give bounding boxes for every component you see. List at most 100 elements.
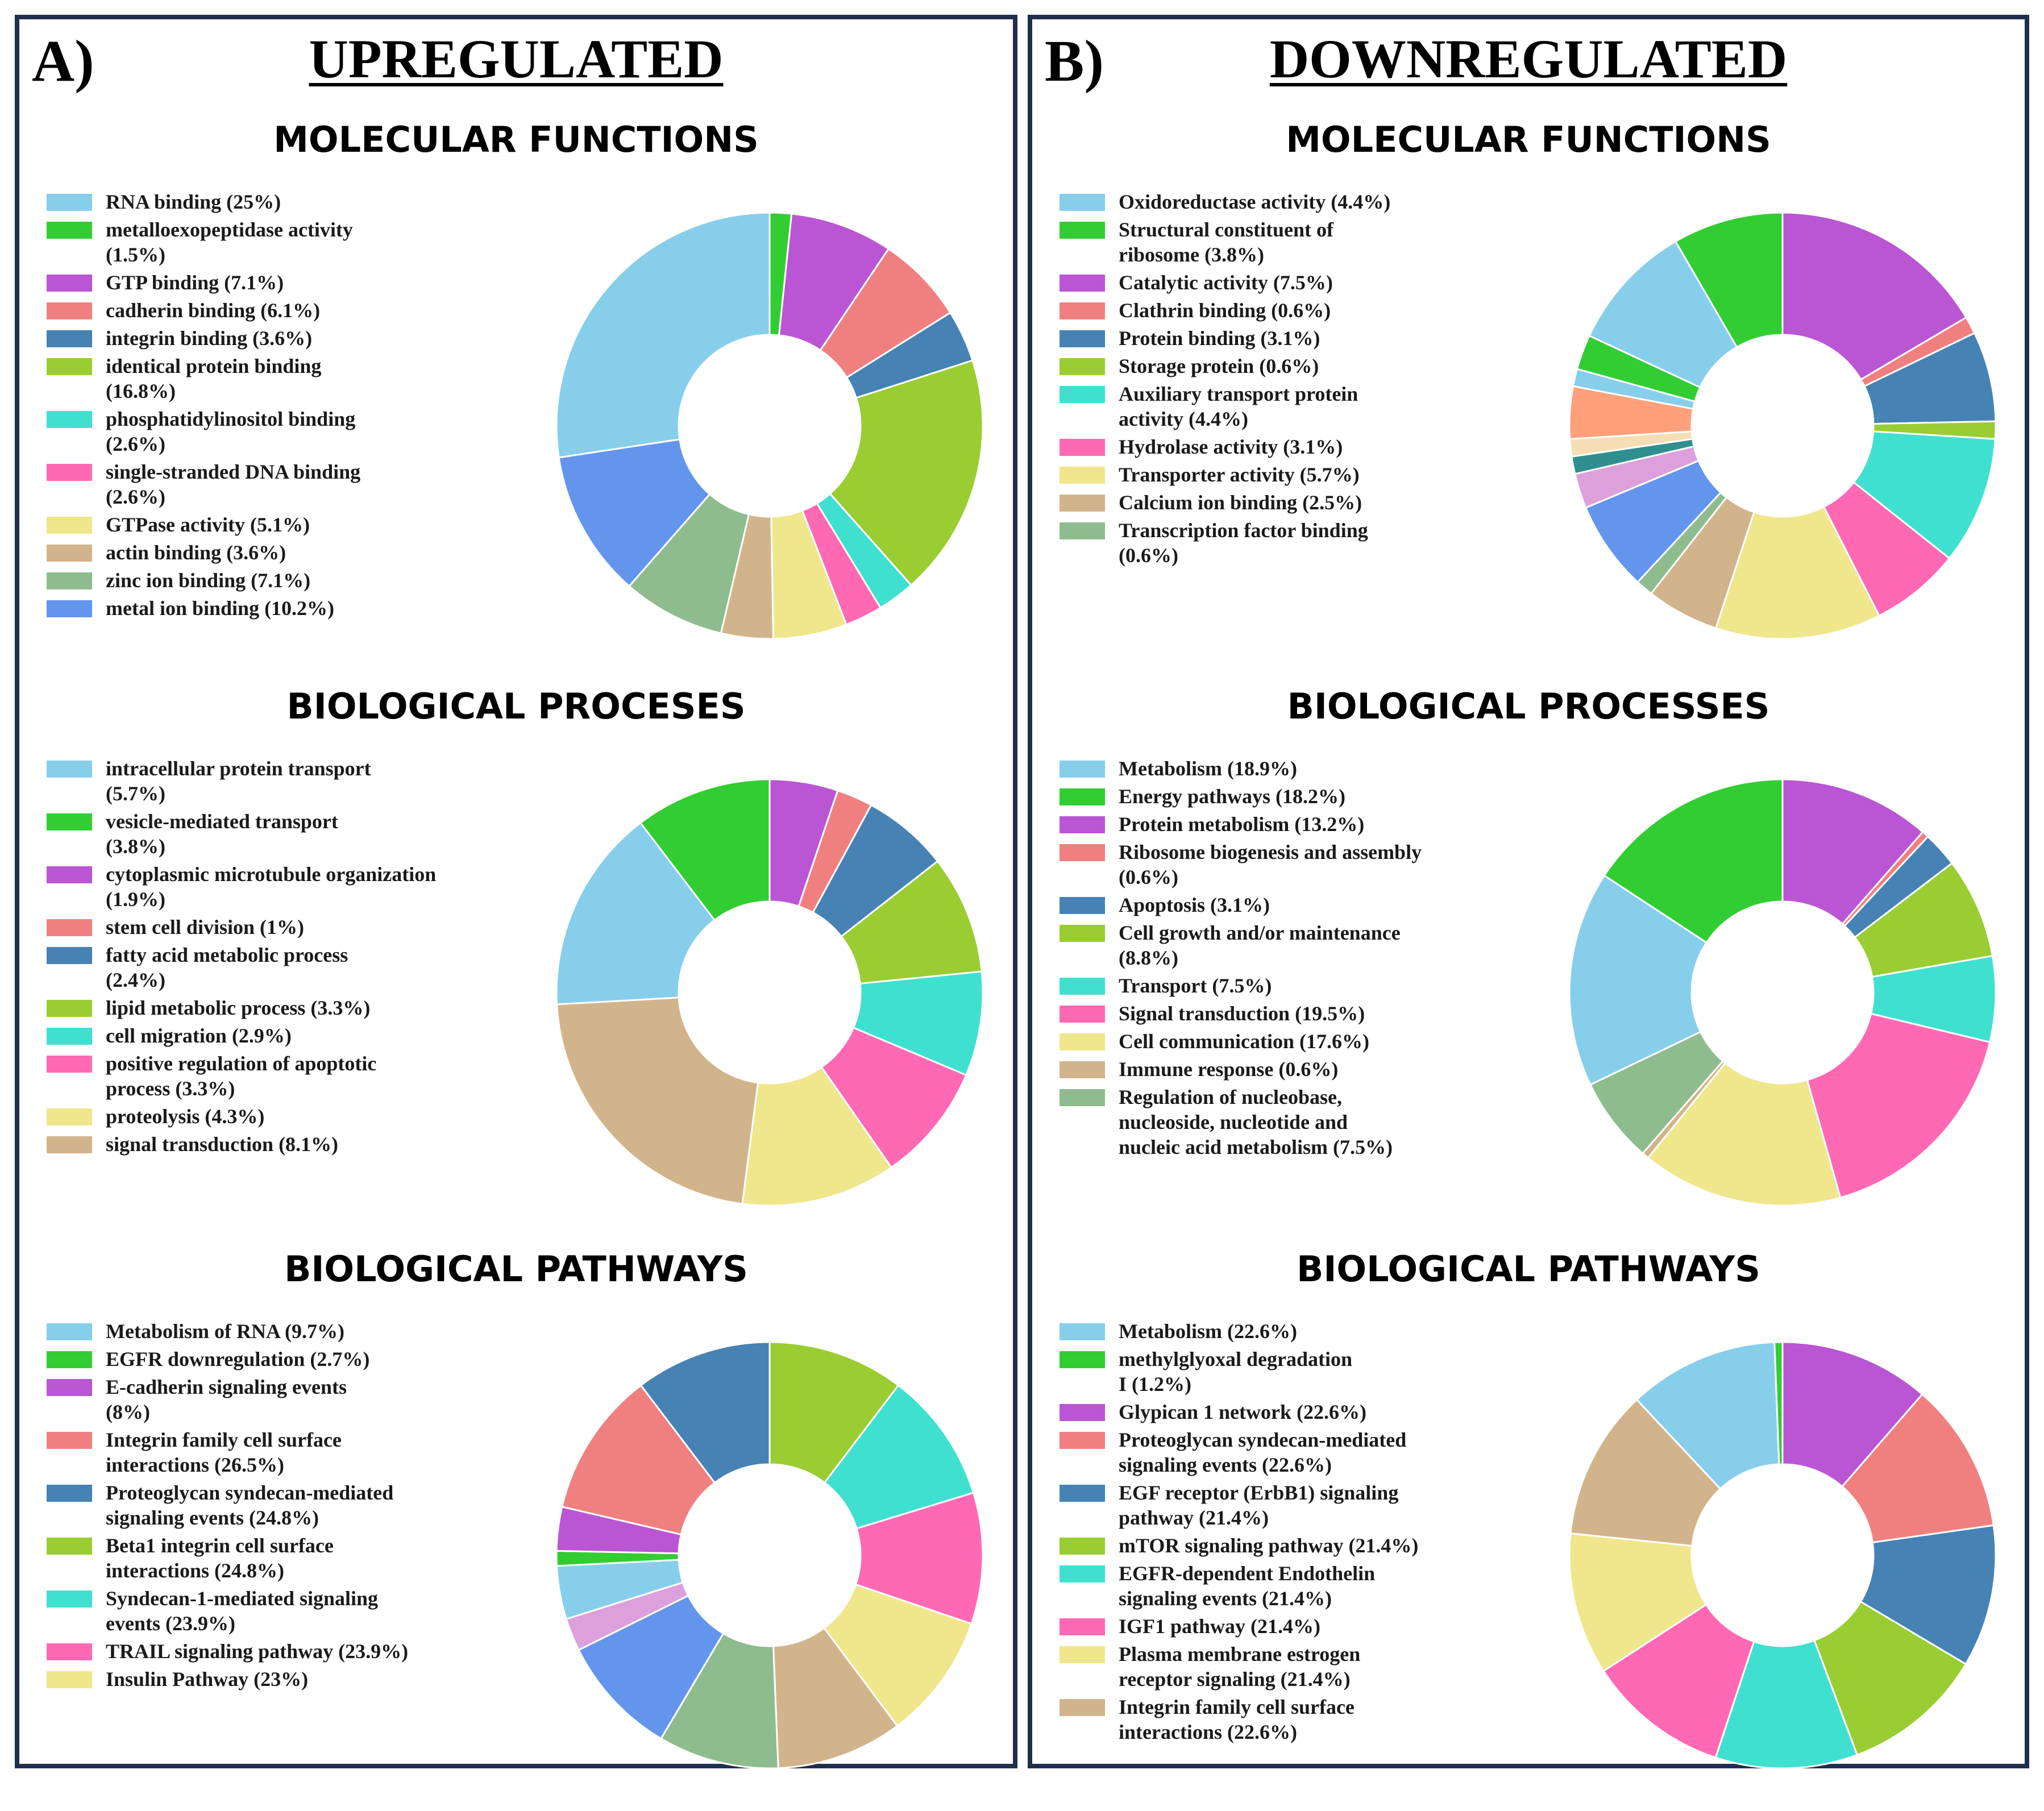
legend-item: Storage protein (0.6%)	[1060, 354, 1571, 379]
legend-label: intracellular protein transport (5.7%)	[106, 757, 371, 805]
legend-item: positive regulation of apoptotic process…	[47, 1051, 558, 1101]
donut-chart	[555, 211, 984, 640]
legend-label: Proteoglycan syndecan-mediated signaling…	[1119, 1428, 1407, 1476]
legend-item: Beta1 integrin cell surface interactions…	[47, 1533, 558, 1583]
legend-item: identical protein binding (16.8%)	[47, 354, 558, 404]
section-biological-pathways: BIOLOGICAL PATHWAYS Metabolism (22.6%) met…	[1032, 1248, 2025, 1811]
legend-label: Regulation of nucleobase, nucleoside, nu…	[1119, 1086, 1393, 1158]
legend-swatch	[1060, 495, 1105, 512]
legend-item: vesicle-mediated transport (3.8%)	[47, 809, 558, 859]
legend-swatch	[47, 1643, 92, 1660]
slice-integrin-family-cell-surface-interactions	[1569, 1398, 1722, 1547]
legend-swatch	[1060, 1323, 1105, 1340]
legend-label: positive regulation of apoptotic process…	[106, 1052, 377, 1100]
legend-label: Hydrolase activity (3.1%)	[1119, 435, 1343, 458]
legend-item: Calcium ion binding (2.5%)	[1060, 490, 1571, 515]
legend-label: metalloexopeptidase activity (1.5%)	[106, 218, 353, 266]
slice-catalytic-activity	[1781, 211, 1968, 381]
slice-proteoglycan-syndecan-mediated-signaling-events	[639, 1341, 771, 1484]
legend-item: zinc ion binding (7.1%)	[47, 568, 558, 593]
legend-label: proteolysis (4.3%)	[106, 1105, 265, 1128]
section-biological-pathways: BIOLOGICAL PATHWAYS Metabolism of RNA (9.…	[19, 1248, 1013, 1811]
legend-label: cytoplasmic microtubule organization (1.…	[106, 863, 437, 911]
legend-item: Protein binding (3.1%)	[1060, 326, 1571, 351]
legend-swatch	[47, 1432, 92, 1449]
legend-item: cadherin binding (6.1%)	[47, 298, 558, 323]
legend-item: Transcription factor binding (0.6%)	[1060, 518, 1571, 568]
legend-swatch	[1060, 1006, 1105, 1023]
legend-label: Integrin family cell surface interaction…	[1119, 1696, 1355, 1743]
legend-item: Transport (7.5%)	[1060, 973, 1571, 998]
slice-identical-protein-binding	[829, 359, 984, 587]
legend-label: EGFR-dependent Endothelin signaling even…	[1119, 1562, 1376, 1610]
slice-unlabeled-10	[659, 1632, 779, 1770]
donut-chart	[1568, 211, 1997, 640]
legend-label: cadherin binding (6.1%)	[106, 299, 321, 322]
slice-oxidoreductase-activity	[1588, 240, 1738, 389]
legend-label: fatty acid metabolic process (2.4%)	[106, 944, 348, 991]
legend-item: Metabolism (22.6%)	[1060, 1319, 1571, 1344]
legend-swatch	[47, 1351, 92, 1368]
legend-swatch	[1060, 439, 1105, 456]
legend-item: Plasma membrane estrogen receptor signal…	[1060, 1642, 1571, 1692]
legend-swatch	[1060, 222, 1105, 239]
legend-swatch	[1060, 816, 1105, 833]
legend-label: metal ion binding (10.2%)	[106, 597, 335, 620]
section-biological-processes: BIOLOGICAL PROCESES intracellular protein…	[19, 686, 1013, 1248]
legend-label: Glypican 1 network (22.6%)	[1119, 1401, 1366, 1423]
legend-label: identical protein binding (16.8%)	[106, 355, 322, 402]
legend-label: Calcium ion binding (2.5%)	[1119, 491, 1362, 514]
legend-label: Transport (7.5%)	[1119, 974, 1272, 997]
panel-heading: DOWNREGULATED	[1269, 28, 1788, 89]
legend-swatch	[47, 464, 92, 481]
slice-vesicle-mediated-transport	[639, 778, 771, 921]
legend-item: Structural constituent of ribosome (3.8%…	[1060, 217, 1571, 267]
legend-swatch	[47, 275, 92, 292]
legend-swatch	[1060, 1061, 1105, 1078]
legend-swatch	[47, 1028, 92, 1045]
legend-swatch	[1060, 1033, 1105, 1050]
legend-swatch	[47, 222, 92, 239]
slice-glypican-1-network	[1781, 1341, 1923, 1488]
legend-label: vesicle-mediated transport (3.8%)	[106, 810, 338, 858]
chart-legend: intracellular protein transport (5.7%) ve…	[47, 756, 558, 1160]
legend-swatch	[47, 1108, 92, 1125]
legend-item: Integrin family cell surface interaction…	[1060, 1694, 1571, 1744]
legend-item: mTOR signaling pathway (21.4%)	[1060, 1533, 1571, 1558]
legend-label: Protein binding (3.1%)	[1119, 327, 1320, 350]
legend-label: E-cadherin signaling events (8%)	[106, 1376, 347, 1423]
legend-label: Transporter activity (5.7%)	[1119, 463, 1360, 486]
legend-label: EGF receptor (ErbB1) signaling pathway (…	[1119, 1481, 1399, 1529]
legend-swatch	[47, 866, 92, 883]
legend-swatch	[1060, 302, 1105, 319]
legend-swatch	[1060, 1485, 1105, 1502]
legend-item: Clathrin binding (0.6%)	[1060, 298, 1571, 323]
slice-positive-regulation-of-apoptotic-process	[820, 1027, 967, 1169]
legend-swatch	[1060, 761, 1105, 778]
legend-item: metalloexopeptidase activity (1.5%)	[47, 217, 558, 267]
legend-item: integrin binding (3.6%)	[47, 326, 558, 351]
legend-label: Ribosome biogenesis and assembly (0.6%)	[1119, 841, 1422, 888]
panel-upregulated: A) UPREGULATED MOLECULAR FUNCTIONS RNA bi…	[15, 15, 1017, 1770]
chart-legend: Metabolism of RNA (9.7%) EGFR downregulat…	[47, 1319, 558, 1694]
legend-swatch	[1060, 358, 1105, 375]
legend-label: phosphatidylinositol binding (2.6%)	[106, 408, 356, 455]
legend-item: EGFR downregulation (2.7%)	[47, 1347, 558, 1372]
legend-label: Catalytic activity (7.5%)	[1119, 271, 1333, 294]
legend-item: fatty acid metabolic process (2.4%)	[47, 942, 558, 992]
legend-swatch	[47, 411, 92, 428]
slice-lipid-metabolic-process	[840, 859, 983, 985]
legend-item: Cell growth and/or maintenance (8.8%)	[1060, 920, 1571, 970]
legend-swatch	[1060, 1432, 1105, 1449]
legend-label: Signal transduction (19.5%)	[1119, 1002, 1365, 1025]
legend-item: Proteoglycan syndecan-mediated signaling…	[1060, 1427, 1571, 1477]
legend-swatch	[1060, 330, 1105, 347]
legend-swatch	[47, 1590, 92, 1608]
legend-label: Immune response (0.6%)	[1119, 1058, 1339, 1081]
donut-chart	[1568, 778, 1997, 1207]
legend-item: Apoptosis (3.1%)	[1060, 892, 1571, 917]
chart-legend: Metabolism (22.6%) methylglyoxal degradat…	[1060, 1319, 1571, 1747]
panel-downregulated: B) DOWNREGULATED MOLECULAR FUNCTIONS Oxid…	[1028, 15, 2029, 1770]
slice-structural-constituent-of-ribosome	[1674, 211, 1784, 348]
legend-swatch	[1060, 925, 1105, 942]
